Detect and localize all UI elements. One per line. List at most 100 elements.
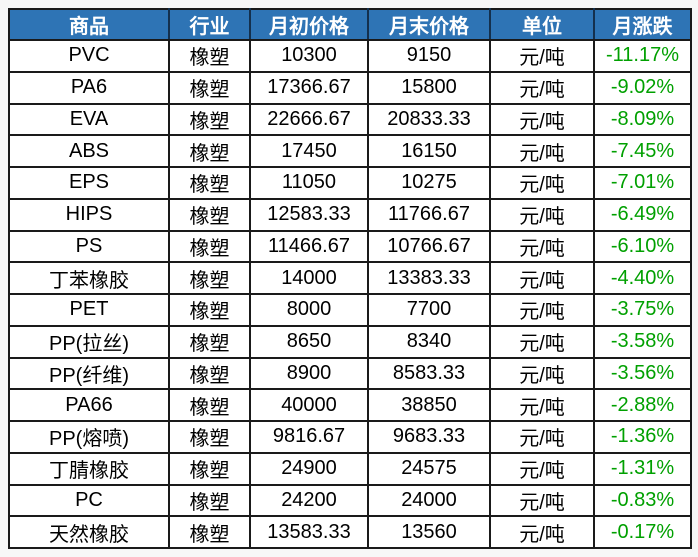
commodity-cell: PA66 [8, 388, 170, 422]
month-end-price-cell: 20833.33 [367, 102, 491, 137]
industry-cell: 橡塑 [168, 451, 251, 486]
unit-cell: 元/吨 [489, 356, 595, 391]
commodity-cell: HIPS [8, 197, 170, 232]
table-row: PVC 橡塑 10300 9150 元/吨 -11.17% [8, 39, 692, 73]
unit-cell: 元/吨 [489, 420, 595, 454]
month-end-price-cell: 10766.67 [367, 229, 491, 264]
industry-cell: 橡塑 [168, 39, 251, 73]
month-start-price-cell: 12583.33 [249, 197, 369, 232]
month-start-price-cell: 11466.67 [249, 229, 369, 264]
month-start-price-cell: 24900 [249, 451, 369, 486]
table-row: PA6 橡塑 17366.67 15800 元/吨 -9.02% [8, 70, 692, 105]
month-start-price-cell: 17366.67 [249, 70, 369, 105]
industry-cell: 橡塑 [168, 229, 251, 264]
change-cell: -2.88% [593, 388, 692, 422]
unit-cell: 元/吨 [489, 70, 595, 105]
unit-cell: 元/吨 [489, 293, 595, 327]
column-header-unit: 单位 [489, 8, 595, 41]
month-end-price-cell: 9150 [367, 39, 491, 73]
table-row: PP(熔喷) 橡塑 9816.67 9683.33 元/吨 -1.36% [8, 420, 692, 454]
unit-cell: 元/吨 [489, 515, 595, 549]
change-cell: -3.56% [593, 356, 692, 391]
change-cell: -4.40% [593, 261, 692, 295]
month-start-price-cell: 17450 [249, 134, 369, 168]
month-start-price-cell: 10300 [249, 39, 369, 73]
unit-cell: 元/吨 [489, 483, 595, 518]
change-cell: -1.36% [593, 420, 692, 454]
column-header-commodity: 商品 [8, 8, 170, 41]
industry-cell: 橡塑 [168, 261, 251, 295]
month-start-price-cell: 24200 [249, 483, 369, 518]
table-row: EVA 橡塑 22666.67 20833.33 元/吨 -8.09% [8, 102, 692, 137]
change-cell: -3.75% [593, 293, 692, 327]
table-row: 丁腈橡胶 橡塑 24900 24575 元/吨 -1.31% [8, 451, 692, 486]
month-end-price-cell: 24575 [367, 451, 491, 486]
industry-cell: 橡塑 [168, 388, 251, 422]
month-end-price-cell: 15800 [367, 70, 491, 105]
commodity-cell: PC [8, 483, 170, 518]
commodity-cell: PS [8, 229, 170, 264]
commodity-cell: PP(拉丝) [8, 324, 170, 359]
change-cell: -7.01% [593, 166, 692, 200]
table-row: PA66 橡塑 40000 38850 元/吨 -2.88% [8, 388, 692, 422]
month-end-price-cell: 24000 [367, 483, 491, 518]
industry-cell: 橡塑 [168, 197, 251, 232]
commodity-cell: PET [8, 293, 170, 327]
unit-cell: 元/吨 [489, 166, 595, 200]
commodity-cell: 天然橡胶 [8, 515, 170, 549]
table-row: 丁苯橡胶 橡塑 14000 13383.33 元/吨 -4.40% [8, 261, 692, 295]
month-end-price-cell: 9683.33 [367, 420, 491, 454]
commodity-cell: PP(纤维) [8, 356, 170, 391]
commodity-cell: ABS [8, 134, 170, 168]
table-row: PS 橡塑 11466.67 10766.67 元/吨 -6.10% [8, 229, 692, 264]
month-end-price-cell: 8583.33 [367, 356, 491, 391]
industry-cell: 橡塑 [168, 166, 251, 200]
industry-cell: 橡塑 [168, 134, 251, 168]
table-body: PVC 橡塑 10300 9150 元/吨 -11.17% PA6 橡塑 17366.67 158… [8, 39, 692, 549]
month-start-price-cell: 40000 [249, 388, 369, 422]
unit-cell: 元/吨 [489, 324, 595, 359]
month-start-price-cell: 22666.67 [249, 102, 369, 137]
table-row: PET 橡塑 8000 7700 元/吨 -3.75% [8, 293, 692, 327]
change-cell: -3.58% [593, 324, 692, 359]
month-end-price-cell: 38850 [367, 388, 491, 422]
month-end-price-cell: 8340 [367, 324, 491, 359]
industry-cell: 橡塑 [168, 102, 251, 137]
table-row: 天然橡胶 橡塑 13583.33 13560 元/吨 -0.17% [8, 515, 692, 549]
change-cell: -1.31% [593, 451, 692, 486]
month-start-price-cell: 8650 [249, 324, 369, 359]
change-cell: -11.17% [593, 39, 692, 73]
industry-cell: 橡塑 [168, 293, 251, 327]
unit-cell: 元/吨 [489, 102, 595, 137]
unit-cell: 元/吨 [489, 39, 595, 73]
table-row: EPS 橡塑 11050 10275 元/吨 -7.01% [8, 166, 692, 200]
commodity-cell: EPS [8, 166, 170, 200]
commodity-cell: PP(熔喷) [8, 420, 170, 454]
month-end-price-cell: 16150 [367, 134, 491, 168]
month-end-price-cell: 13383.33 [367, 261, 491, 295]
industry-cell: 橡塑 [168, 515, 251, 549]
table-row: PP(纤维) 橡塑 8900 8583.33 元/吨 -3.56% [8, 356, 692, 391]
industry-cell: 橡塑 [168, 70, 251, 105]
month-end-price-cell: 10275 [367, 166, 491, 200]
month-start-price-cell: 13583.33 [249, 515, 369, 549]
change-cell: -7.45% [593, 134, 692, 168]
unit-cell: 元/吨 [489, 134, 595, 168]
unit-cell: 元/吨 [489, 197, 595, 232]
table-row: PC 橡塑 24200 24000 元/吨 -0.83% [8, 483, 692, 518]
change-cell: -6.10% [593, 229, 692, 264]
month-end-price-cell: 13560 [367, 515, 491, 549]
column-header-industry: 行业 [168, 8, 251, 41]
commodity-cell: 丁腈橡胶 [8, 451, 170, 486]
header-row: 商品 行业 月初价格 月末价格 单位 月涨跌 [8, 8, 692, 41]
unit-cell: 元/吨 [489, 388, 595, 422]
column-header-month-start-price: 月初价格 [249, 8, 369, 41]
month-end-price-cell: 7700 [367, 293, 491, 327]
unit-cell: 元/吨 [489, 451, 595, 486]
industry-cell: 橡塑 [168, 420, 251, 454]
unit-cell: 元/吨 [489, 261, 595, 295]
table-row: PP(拉丝) 橡塑 8650 8340 元/吨 -3.58% [8, 324, 692, 359]
column-header-monthly-change: 月涨跌 [593, 8, 692, 41]
month-start-price-cell: 14000 [249, 261, 369, 295]
